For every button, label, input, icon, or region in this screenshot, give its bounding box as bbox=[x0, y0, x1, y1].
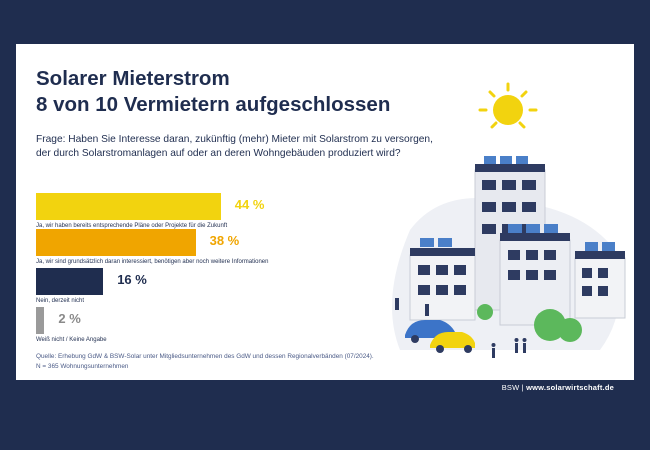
yellow-car-icon bbox=[430, 332, 475, 353]
category-label-yes-interested: Ja, wir sind grundsätzlich daran interes… bbox=[36, 259, 269, 265]
value-label-no: 16 % bbox=[117, 272, 147, 287]
value-label-yes-interested: 38 % bbox=[209, 233, 240, 248]
value-label-yes-plans: 44 % bbox=[234, 197, 265, 212]
solar-buildings-illustration bbox=[392, 82, 626, 358]
bar-no bbox=[36, 268, 104, 295]
left-building-icon bbox=[409, 238, 476, 321]
survey-question: Frage: Haben Sie Interesse daran, zukünf… bbox=[36, 134, 433, 159]
footer: BSW | www.solarwirtschaft.de bbox=[502, 383, 614, 392]
sun-icon bbox=[478, 82, 538, 129]
footer-brand: BSW bbox=[501, 383, 520, 392]
people-icon bbox=[491, 338, 527, 358]
source-line: Quelle: Erhebung GdW & BSW-Solar unter M… bbox=[36, 353, 374, 360]
trees-icon bbox=[477, 304, 582, 342]
category-label-dont-know: Weiß nicht / Keine Angabe bbox=[36, 337, 107, 343]
right-building-icon bbox=[574, 242, 626, 319]
bar-yes-plans bbox=[36, 193, 221, 220]
category-label-no: Nein, derzeit nicht bbox=[36, 298, 85, 304]
value-label-dont-know: 2 % bbox=[58, 311, 81, 326]
sample-size: N = 365 Wohnungsunternehmen bbox=[36, 363, 129, 370]
charging-station-icon bbox=[395, 298, 429, 316]
footer-bar bbox=[16, 380, 634, 398]
bar-yes-interested bbox=[36, 229, 196, 256]
footer-separator: | bbox=[519, 383, 527, 392]
category-label-yes-plans: Ja, wir haben bereits entsprechende Plän… bbox=[36, 223, 228, 229]
page-title: Solarer Mieterstrom 8 von 10 Vermietern … bbox=[36, 66, 390, 118]
source-note: Quelle: Erhebung GdW & BSW-Solar unter M… bbox=[36, 352, 456, 372]
title-line-1: Solarer Mieterstrom bbox=[36, 67, 230, 90]
middle-building-icon bbox=[499, 224, 571, 326]
title-line-2: 8 von 10 Vermietern aufgeschlossen bbox=[36, 93, 391, 116]
bar-dont-know bbox=[36, 307, 45, 334]
footer-url: www.solarwirtschaft.de bbox=[526, 383, 614, 392]
